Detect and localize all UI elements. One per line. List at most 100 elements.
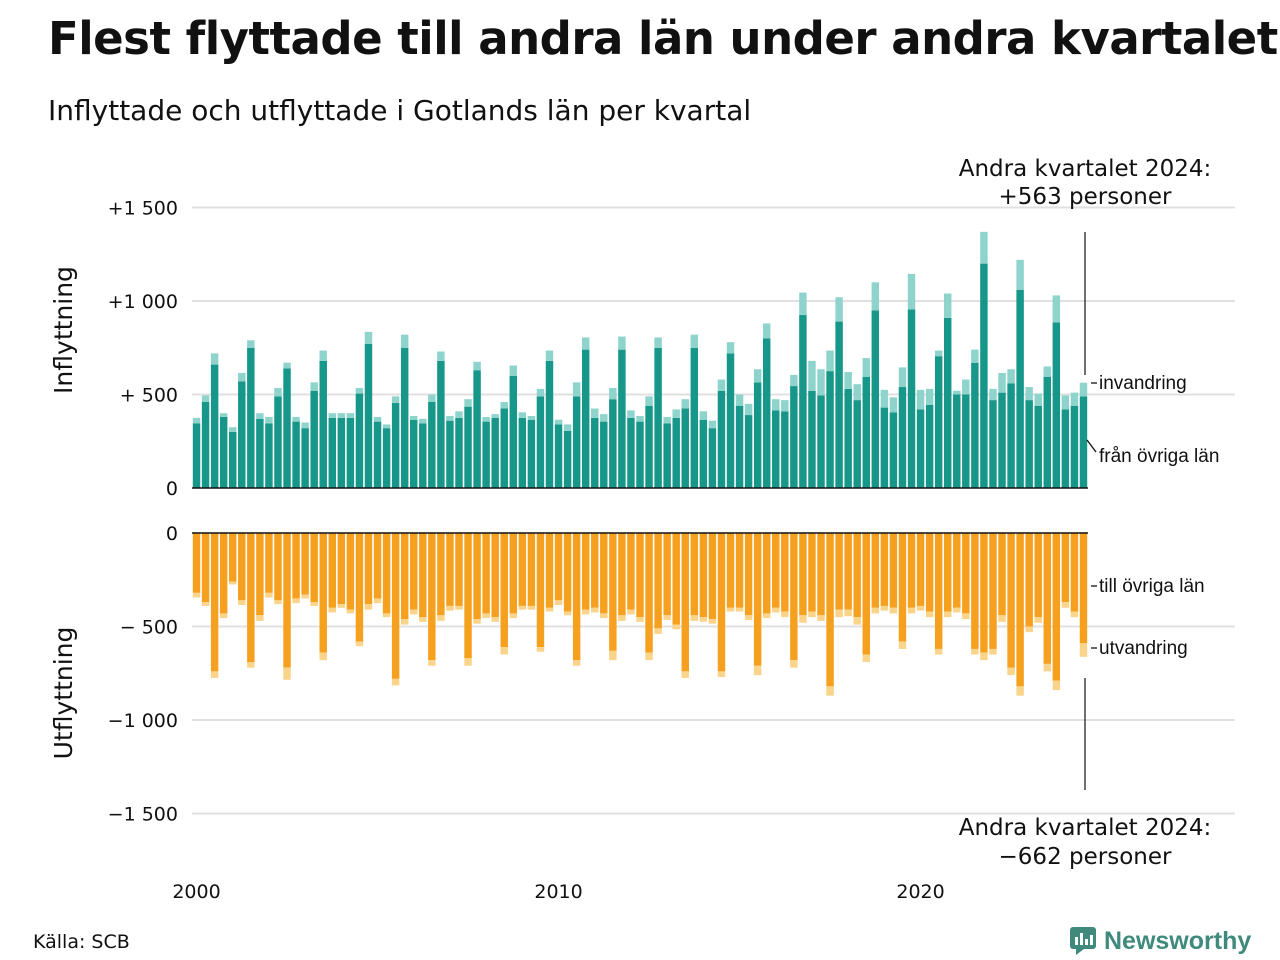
bar-to-other-counties xyxy=(1061,533,1070,603)
bar-immigration xyxy=(210,353,219,365)
bar-emigration xyxy=(744,615,753,620)
bar-immigration xyxy=(672,409,680,418)
bar-from-other-counties xyxy=(265,423,273,488)
bar-from-other-counties xyxy=(319,360,327,488)
bar-emigration xyxy=(201,602,210,606)
bar-immigration xyxy=(400,334,409,348)
y-axis-label: Inflyttning xyxy=(49,266,78,394)
bar-from-other-counties xyxy=(1061,409,1070,488)
bar-to-other-counties xyxy=(980,533,988,653)
bar-to-other-counties xyxy=(391,533,400,679)
bar-emigration xyxy=(455,605,463,610)
bar-emigration xyxy=(229,581,237,585)
bar-from-other-counties xyxy=(835,321,843,488)
bar-to-other-counties xyxy=(364,533,373,605)
bar-to-other-counties xyxy=(971,533,979,649)
bar-to-other-counties xyxy=(1034,533,1042,618)
bar-immigration xyxy=(708,420,717,429)
bar-to-other-counties xyxy=(998,533,1006,616)
bar-from-other-counties xyxy=(772,410,780,488)
bar-from-other-counties xyxy=(247,347,255,488)
x-tick-label: 2000 xyxy=(172,881,220,903)
bar-emigration xyxy=(862,654,870,663)
bar-immigration xyxy=(726,342,735,354)
chart-title: Flest flyttade till andra län under andr… xyxy=(48,12,1278,65)
y-tick-label: + 500 xyxy=(120,385,178,407)
bar-from-other-counties xyxy=(238,381,246,488)
bar-immigration xyxy=(1061,395,1070,410)
bar-to-other-counties xyxy=(943,533,952,612)
bar-to-other-counties xyxy=(473,533,481,620)
bar-from-other-counties xyxy=(1052,322,1061,488)
bar-immigration xyxy=(310,382,318,391)
bar-from-other-counties xyxy=(572,396,581,488)
bar-immigration xyxy=(247,340,255,348)
bar-to-other-counties xyxy=(627,533,635,610)
bar-to-other-counties xyxy=(500,533,508,648)
bar-immigration xyxy=(781,400,789,412)
bar-to-other-counties xyxy=(400,533,409,620)
bar-immigration xyxy=(473,361,481,371)
bar-from-other-counties xyxy=(455,417,463,488)
bar-from-other-counties xyxy=(618,349,626,488)
bar-from-other-counties xyxy=(762,338,771,488)
bar-to-other-counties xyxy=(428,533,436,661)
bar-to-other-counties xyxy=(699,533,708,618)
bar-immigration xyxy=(337,413,346,418)
bar-to-other-counties xyxy=(509,533,518,614)
annotations: Andra kvartalet 2024: +563 personer Andr… xyxy=(959,156,1212,870)
bar-from-other-counties xyxy=(934,356,943,488)
bar-immigration xyxy=(844,372,852,389)
x-tick-label: 2010 xyxy=(534,881,582,903)
bar-emigration xyxy=(681,671,689,678)
bar-from-other-counties xyxy=(527,419,536,488)
bar-from-other-counties xyxy=(1079,396,1088,488)
bar-emigration xyxy=(572,660,581,666)
bar-from-other-counties xyxy=(663,423,671,488)
bar-from-other-counties xyxy=(844,388,852,488)
newsworthy-brand[interactable]: Newsworthy xyxy=(1070,925,1251,957)
bar-emigration xyxy=(844,609,852,617)
bar-emigration xyxy=(274,600,282,605)
bar-emigration xyxy=(355,641,364,647)
bar-emigration xyxy=(826,686,834,696)
bar-immigration xyxy=(1043,366,1051,377)
bar-to-other-counties xyxy=(772,533,780,608)
bar-from-other-counties xyxy=(627,417,635,488)
bar-from-other-counties xyxy=(581,349,590,488)
bar-immigration xyxy=(690,334,699,348)
bar-to-other-counties xyxy=(790,533,798,661)
bar-to-other-counties xyxy=(844,533,852,610)
bar-from-other-counties xyxy=(373,421,382,488)
bar-immigration xyxy=(1034,393,1042,406)
bar-immigration xyxy=(464,399,472,407)
bar-to-other-counties xyxy=(283,533,291,668)
bar-from-other-counties xyxy=(681,408,689,488)
bar-immigration xyxy=(925,388,934,405)
bar-immigration xyxy=(799,292,807,316)
bar-immigration xyxy=(428,394,436,402)
bar-from-other-counties xyxy=(509,375,518,488)
bar-to-other-counties xyxy=(962,533,970,614)
bar-emigration xyxy=(835,609,843,618)
bar-immigration xyxy=(419,418,427,424)
bar-from-other-counties xyxy=(1007,383,1015,488)
bar-emigration xyxy=(464,658,472,666)
legend-label: till övriga län xyxy=(1099,576,1205,597)
bar-to-other-counties xyxy=(482,533,490,614)
bar-emigration xyxy=(491,617,499,622)
bar-to-other-counties xyxy=(527,533,536,606)
bar-to-other-counties xyxy=(554,533,563,601)
bar-immigration xyxy=(916,389,925,410)
bar-to-other-counties xyxy=(690,533,699,616)
bar-emigration xyxy=(645,652,653,661)
bar-from-other-counties xyxy=(1025,400,1033,488)
bar-immigration xyxy=(382,424,391,429)
bar-immigration xyxy=(572,382,581,397)
bar-immigration xyxy=(518,412,527,418)
bar-to-other-counties xyxy=(781,533,789,612)
bar-emigration xyxy=(419,617,427,622)
bar-immigration xyxy=(808,360,816,391)
bar-from-other-counties xyxy=(337,417,346,488)
bar-immigration xyxy=(256,413,264,419)
